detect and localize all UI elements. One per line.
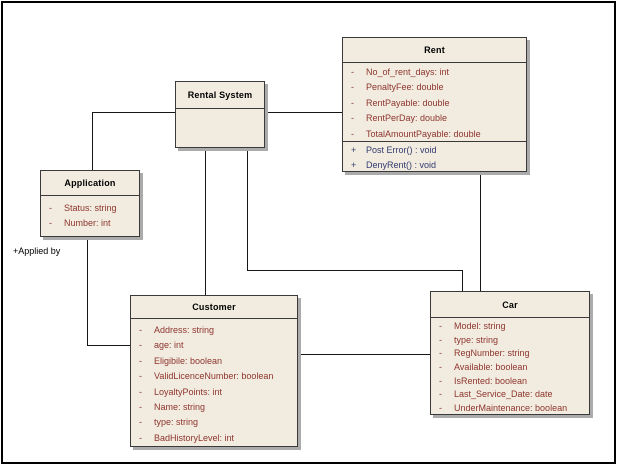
class-customer-attributes: - Address: string - age: int - Eligibile: b…	[131, 319, 297, 446]
attribute-row: - Status: string	[49, 203, 117, 213]
attribute-row: - Address: string	[139, 325, 215, 335]
connector-rentalsystem-car-h[interactable]	[247, 270, 463, 271]
edge-label-applied-by: +Applied by	[13, 246, 61, 256]
attribute-row: - No_of_rent_days: int	[351, 67, 450, 77]
attribute-row: - TotalAmountPayable: double	[351, 128, 481, 139]
attribute-row: - Model: string	[439, 321, 506, 331]
attribute-row: - IsRented: boolean	[439, 375, 528, 386]
attribute-row: - UnderMaintenance: boolean	[439, 403, 568, 414]
class-customer-title: Customer	[131, 296, 297, 319]
attribute-row: - Last_Service_Date: date	[439, 389, 553, 400]
connector-customer-car[interactable]	[298, 354, 430, 355]
class-application-attributes: - Status: string - Number: int	[41, 196, 139, 236]
connector-application-rentalsystem-v[interactable]	[92, 112, 93, 170]
attribute-row: - BadHistoryLevel: int	[139, 432, 235, 443]
class-car-title: Car	[431, 292, 589, 318]
connector-rentalsystem-car-v1[interactable]	[247, 148, 248, 270]
connector-rent-car[interactable]	[480, 172, 481, 291]
connector-rentalsystem-car-v2[interactable]	[462, 270, 463, 291]
method-row: + Post Error() : void	[351, 145, 437, 155]
attribute-row: - RentPayable: double	[351, 97, 450, 108]
attribute-row: - ValidLicenceNumber: boolean	[139, 371, 274, 382]
class-rent[interactable]: Rent - No_of_rent_days: int - PenaltyFee: …	[342, 37, 527, 172]
connector-application-customer-h[interactable]	[87, 345, 130, 346]
attribute-row: - Eligibile: boolean	[139, 355, 223, 366]
attribute-row: - RegNumber: string	[439, 348, 530, 359]
attribute-row: - LoyaltyPoints: int	[139, 386, 223, 397]
attribute-row: - type: string	[439, 334, 499, 345]
connector-application-customer-v[interactable]	[87, 237, 88, 345]
class-rental-system[interactable]: Rental System	[175, 81, 265, 148]
connector-application-rentalsystem-h[interactable]	[92, 112, 175, 113]
class-application-title: Application	[41, 171, 139, 196]
connector-rentalsystem-customer[interactable]	[205, 148, 206, 295]
class-application[interactable]: Application - Status: string - Number: int	[40, 170, 140, 237]
class-customer[interactable]: Customer - Address: string - age: int - Eli…	[130, 295, 298, 447]
attribute-row: - Name: string	[139, 401, 206, 412]
class-rental-system-title: Rental System	[176, 82, 264, 109]
connector-rentalsystem-rent[interactable]	[265, 112, 342, 113]
class-car-attributes: - Model: string - type: string - RegNumber:…	[431, 318, 589, 414]
class-rent-methods: + Post Error() : void + DenyRent() : void	[343, 141, 526, 172]
attribute-row: - RentPerDay: double	[351, 113, 448, 124]
class-car[interactable]: Car - Model: string - type: string - RegNum…	[430, 291, 590, 415]
method-row: + DenyRent() : void	[351, 159, 437, 170]
class-rent-attributes: - No_of_rent_days: int - PenaltyFee: doubl…	[343, 63, 526, 141]
attribute-row: - Available: boolean	[439, 362, 528, 373]
attribute-row: - Number: int	[49, 218, 111, 228]
attribute-row: - age: int	[139, 340, 184, 351]
attribute-row: - type: string	[139, 417, 199, 428]
attribute-row: - PenaltyFee: double	[351, 82, 444, 93]
class-rent-title: Rent	[343, 38, 526, 63]
